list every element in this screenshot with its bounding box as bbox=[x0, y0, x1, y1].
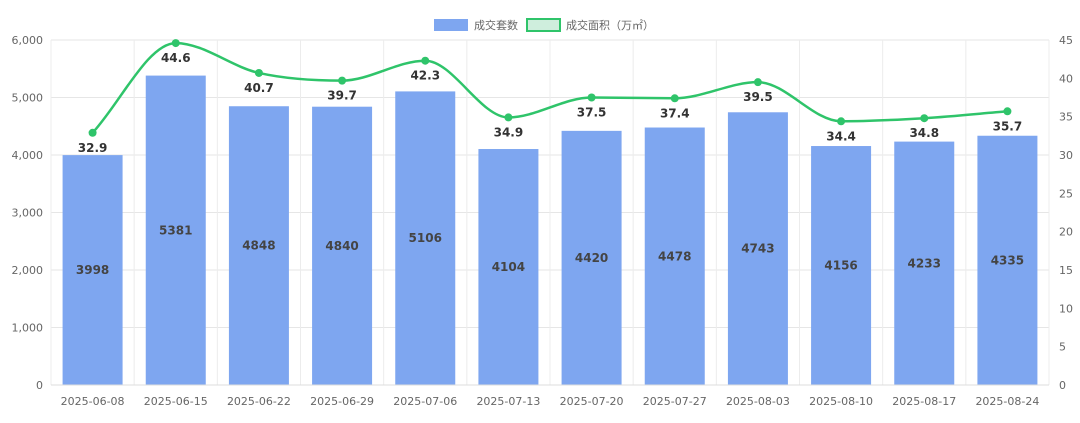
line-point bbox=[254, 68, 263, 77]
x-tick-label: 2025-08-17 bbox=[892, 395, 956, 408]
bar-series: 3998 5381 4848 4840 5106 4104 4420 4478 4743 4156… bbox=[62, 75, 1038, 386]
x-axis: 2025-06-08 2025-06-15 2025-06-22 2025-06-29… bbox=[51, 384, 1049, 408]
left-tick-label: 1,000 bbox=[12, 322, 44, 335]
right-tick-label: 15 bbox=[1059, 264, 1073, 277]
x-tick-label: 2025-08-10 bbox=[809, 395, 873, 408]
line-point bbox=[88, 128, 97, 137]
right-tick-label: 25 bbox=[1059, 187, 1073, 200]
line-point bbox=[421, 56, 430, 65]
legend-label-bars[interactable]: 成交套数 bbox=[474, 18, 518, 32]
bar bbox=[727, 112, 788, 385]
line-value-label: 37.4 bbox=[660, 106, 690, 120]
bar bbox=[228, 106, 289, 386]
bar bbox=[395, 91, 456, 385]
line-value-label: 34.9 bbox=[494, 125, 524, 139]
line-value-label: 35.7 bbox=[993, 119, 1023, 133]
x-tick-label: 2025-08-24 bbox=[975, 395, 1039, 408]
line-point bbox=[753, 78, 762, 87]
x-tick-label: 2025-08-03 bbox=[726, 395, 790, 408]
line-value-label: 37.5 bbox=[577, 106, 607, 120]
right-tick-label: 5 bbox=[1059, 341, 1066, 354]
bar-value-label: 4156 bbox=[824, 259, 857, 273]
bar bbox=[478, 149, 539, 385]
line-point bbox=[837, 117, 846, 126]
bar-value-label: 4233 bbox=[908, 256, 941, 270]
x-tick-label: 2025-06-08 bbox=[61, 395, 125, 408]
line-value-label: 34.4 bbox=[826, 129, 856, 143]
line-point bbox=[670, 94, 679, 103]
line-point bbox=[338, 76, 347, 85]
line-value-label: 44.6 bbox=[161, 51, 191, 65]
bar bbox=[145, 75, 206, 385]
x-tick-label: 2025-06-22 bbox=[227, 395, 291, 408]
right-tick-label: 20 bbox=[1059, 226, 1073, 239]
bar bbox=[811, 146, 872, 385]
line-value-label: 42.3 bbox=[410, 69, 440, 83]
bar-value-label: 4848 bbox=[242, 239, 275, 253]
right-tick-label: 45 bbox=[1059, 34, 1073, 47]
line-value-label: 39.7 bbox=[327, 89, 357, 103]
legend-swatch-bars[interactable] bbox=[434, 19, 468, 31]
right-y-axis: 0 5 10 15 20 25 30 35 40 45 bbox=[1059, 34, 1073, 392]
bar bbox=[894, 141, 955, 385]
bar bbox=[561, 130, 622, 385]
left-tick-label: 5,000 bbox=[12, 92, 44, 105]
bar-value-label: 4840 bbox=[325, 239, 358, 253]
legend-swatch-line[interactable] bbox=[526, 18, 561, 32]
line-value-label: 39.5 bbox=[743, 90, 773, 104]
left-tick-label: 6,000 bbox=[12, 34, 44, 47]
left-tick-label: 2,000 bbox=[12, 264, 44, 277]
left-tick-label: 3,000 bbox=[12, 207, 44, 220]
line-point bbox=[171, 39, 180, 48]
bar-value-label: 4104 bbox=[492, 260, 525, 274]
bar-value-label: 5106 bbox=[409, 231, 442, 245]
bar-value-label: 4478 bbox=[658, 249, 691, 263]
x-tick-label: 2025-07-06 bbox=[393, 395, 457, 408]
grid-lines bbox=[50, 39, 1050, 386]
line-series: 32.9 44.6 40.7 39.7 42.3 34.9 37.5 37.4 39.5 34.4… bbox=[78, 39, 1022, 155]
right-tick-label: 35 bbox=[1059, 111, 1073, 124]
bar-value-label: 4335 bbox=[991, 253, 1024, 267]
bar bbox=[62, 155, 123, 385]
left-tick-label: 4,000 bbox=[12, 149, 44, 162]
line-value-label: 40.7 bbox=[244, 81, 274, 95]
x-tick-label: 2025-06-15 bbox=[144, 395, 208, 408]
x-tick-label: 2025-07-13 bbox=[476, 395, 540, 408]
legend[interactable]: 成交套数 成交面积（万㎡） bbox=[434, 18, 654, 32]
right-tick-label: 40 bbox=[1059, 72, 1073, 85]
bar-value-label: 5381 bbox=[159, 223, 192, 237]
bar-value-label: 4743 bbox=[741, 242, 774, 256]
bar bbox=[312, 106, 373, 385]
line-value-label: 32.9 bbox=[78, 141, 108, 155]
x-tick-label: 2025-07-27 bbox=[643, 395, 707, 408]
line-point bbox=[587, 93, 596, 102]
right-tick-label: 0 bbox=[1059, 379, 1066, 392]
x-tick-label: 2025-06-29 bbox=[310, 395, 374, 408]
line-value-label: 34.8 bbox=[909, 126, 939, 140]
bar bbox=[644, 127, 705, 385]
bar-value-label: 3998 bbox=[76, 263, 109, 277]
line-point bbox=[920, 114, 929, 123]
left-tick-label: 0 bbox=[36, 379, 43, 392]
right-tick-label: 10 bbox=[1059, 302, 1073, 315]
left-y-axis: 0 1,000 2,000 3,000 4,000 5,000 6,000 bbox=[12, 34, 44, 392]
x-tick-label: 2025-07-20 bbox=[560, 395, 624, 408]
right-tick-label: 30 bbox=[1059, 149, 1073, 162]
line-point bbox=[1003, 107, 1012, 116]
bar-value-label: 4420 bbox=[575, 251, 608, 265]
line-point bbox=[504, 113, 513, 122]
legend-label-line[interactable]: 成交面积（万㎡） bbox=[566, 18, 654, 32]
bar bbox=[977, 135, 1038, 385]
